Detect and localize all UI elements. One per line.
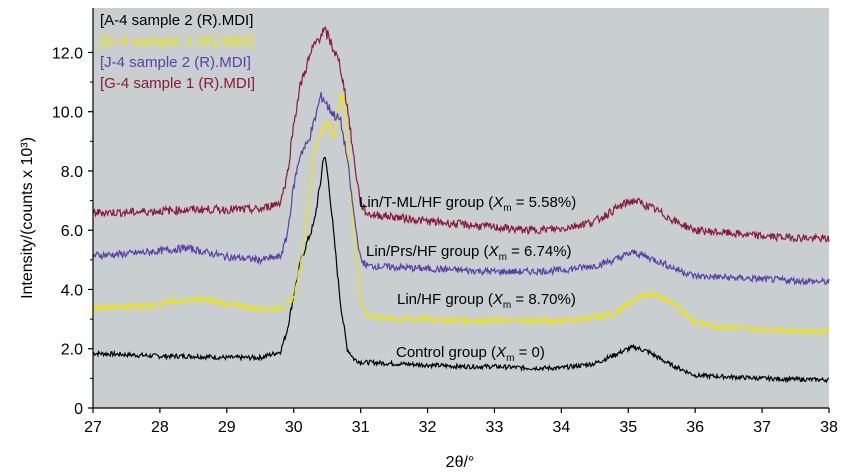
y-tick-label: 0	[74, 401, 83, 418]
series-annotation-2: Lin/HF group (Xm = 8.70%)	[397, 291, 576, 311]
axes-layer: 0 2.0 4.0 6.0 8.0 10.0 12.0 27 28 29 30 31 32 33 34 35 3…	[52, 8, 838, 436]
legend-entry-4: [G-4 sample 1 (R).MDI]	[100, 75, 255, 92]
series-line-1	[92, 156, 830, 384]
y-tick-label: 2.0	[61, 342, 83, 359]
y-tick-label: 10.0	[52, 105, 83, 122]
series-line-2	[92, 91, 830, 336]
x-tick-label: 29	[218, 419, 236, 436]
x-tick-label: 36	[686, 419, 704, 436]
x-tick-label: 34	[552, 419, 570, 436]
plot-area	[93, 8, 829, 408]
x-tick-label: 30	[285, 419, 303, 436]
y-tick-label: 12.0	[52, 45, 83, 62]
legend-entry-1: [A-4 sample 2 (R).MDI]	[100, 12, 253, 29]
x-tick-label: 35	[619, 419, 637, 436]
y-tick-label: 4.0	[61, 282, 83, 299]
series-layer	[92, 25, 830, 384]
legend-entry-3: [J-4 sample 2 (R).MDI]	[100, 54, 251, 71]
x-tick-label: 38	[820, 419, 838, 436]
y-tick-label: 8.0	[61, 164, 83, 181]
legend-entry-2: [E-4 sample 2 (R).MDI]	[100, 33, 253, 50]
series-line-3	[92, 91, 830, 287]
x-tick-label: 31	[352, 419, 370, 436]
x-tick-label: 32	[419, 419, 437, 436]
annotations: Control group (Xm = 0) Lin/HF group (Xm =…	[359, 194, 576, 364]
series-annotation-4: Lin/T-ML/HF group (Xm = 5.58%)	[359, 194, 576, 214]
legend: [A-4 sample 2 (R).MDI] [E-4 sample 2 (R).…	[100, 12, 255, 92]
series-annotation-3: Lin/Prs/HF group (Xm = 6.74%)	[366, 243, 572, 263]
y-tick-label: 6.0	[61, 223, 83, 240]
series-line-4	[92, 25, 830, 243]
x-tick-label: 27	[84, 419, 102, 436]
y-axis-title: Intensity/(counts x 10³)	[19, 137, 36, 299]
series-annotation-1: Control group (Xm = 0)	[396, 344, 545, 364]
x-tick-label: 33	[486, 419, 504, 436]
x-tick-label: 28	[151, 419, 169, 436]
x-axis-title: 2θ/°	[446, 454, 475, 471]
x-tick-label: 37	[753, 419, 771, 436]
